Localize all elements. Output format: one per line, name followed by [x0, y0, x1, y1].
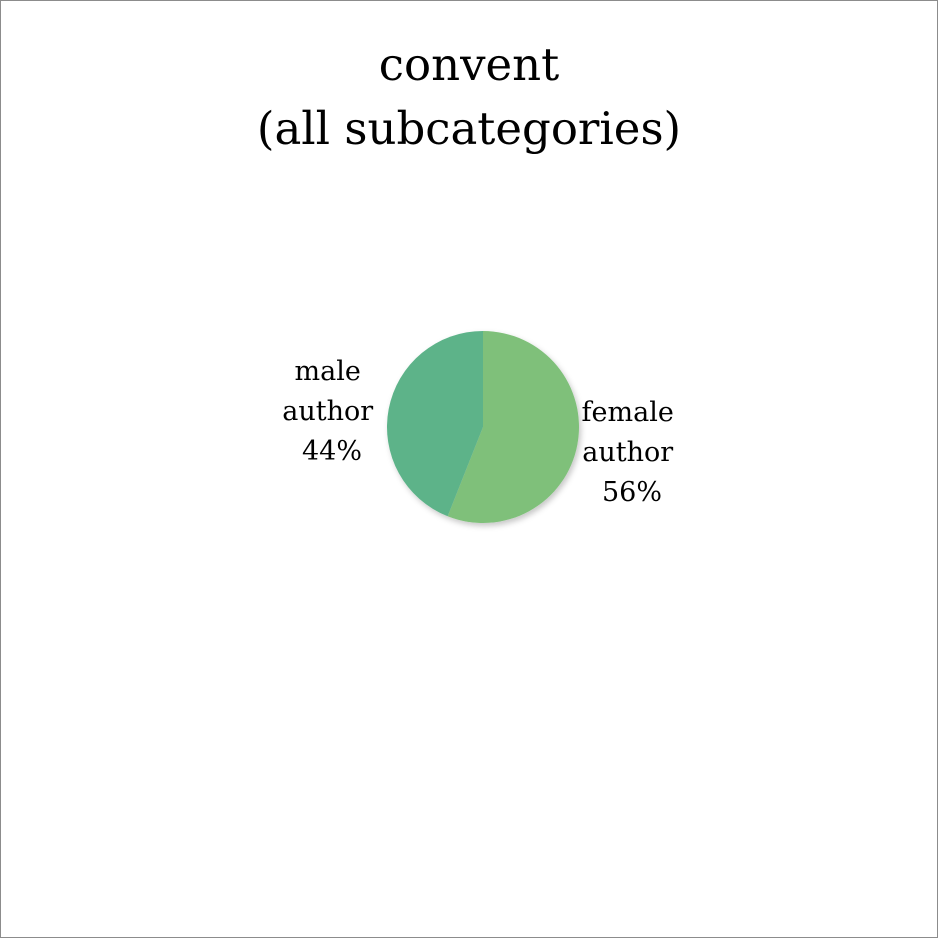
chart-title-line-2: (all subcategories)	[256, 102, 682, 155]
slice-value-male: 44%	[302, 436, 362, 467]
pie-slice-male	[386, 331, 483, 517]
slice-label-male: male author 44%	[282, 356, 381, 467]
slice-label-female-line-1: female	[582, 397, 674, 428]
slice-label-male-line-1: male	[295, 356, 361, 387]
pie-slice-female	[447, 331, 579, 523]
chart-title: convent (all subcategories)	[1, 33, 937, 161]
slice-label-female: female author 56%	[582, 397, 683, 508]
slice-label-male-line-2: author	[282, 396, 373, 427]
slice-label-female-line-2: author	[582, 437, 673, 468]
pie-slices	[386, 331, 579, 523]
slice-value-female: 56%	[602, 477, 662, 508]
chart-title-line-1: convent	[378, 38, 560, 91]
